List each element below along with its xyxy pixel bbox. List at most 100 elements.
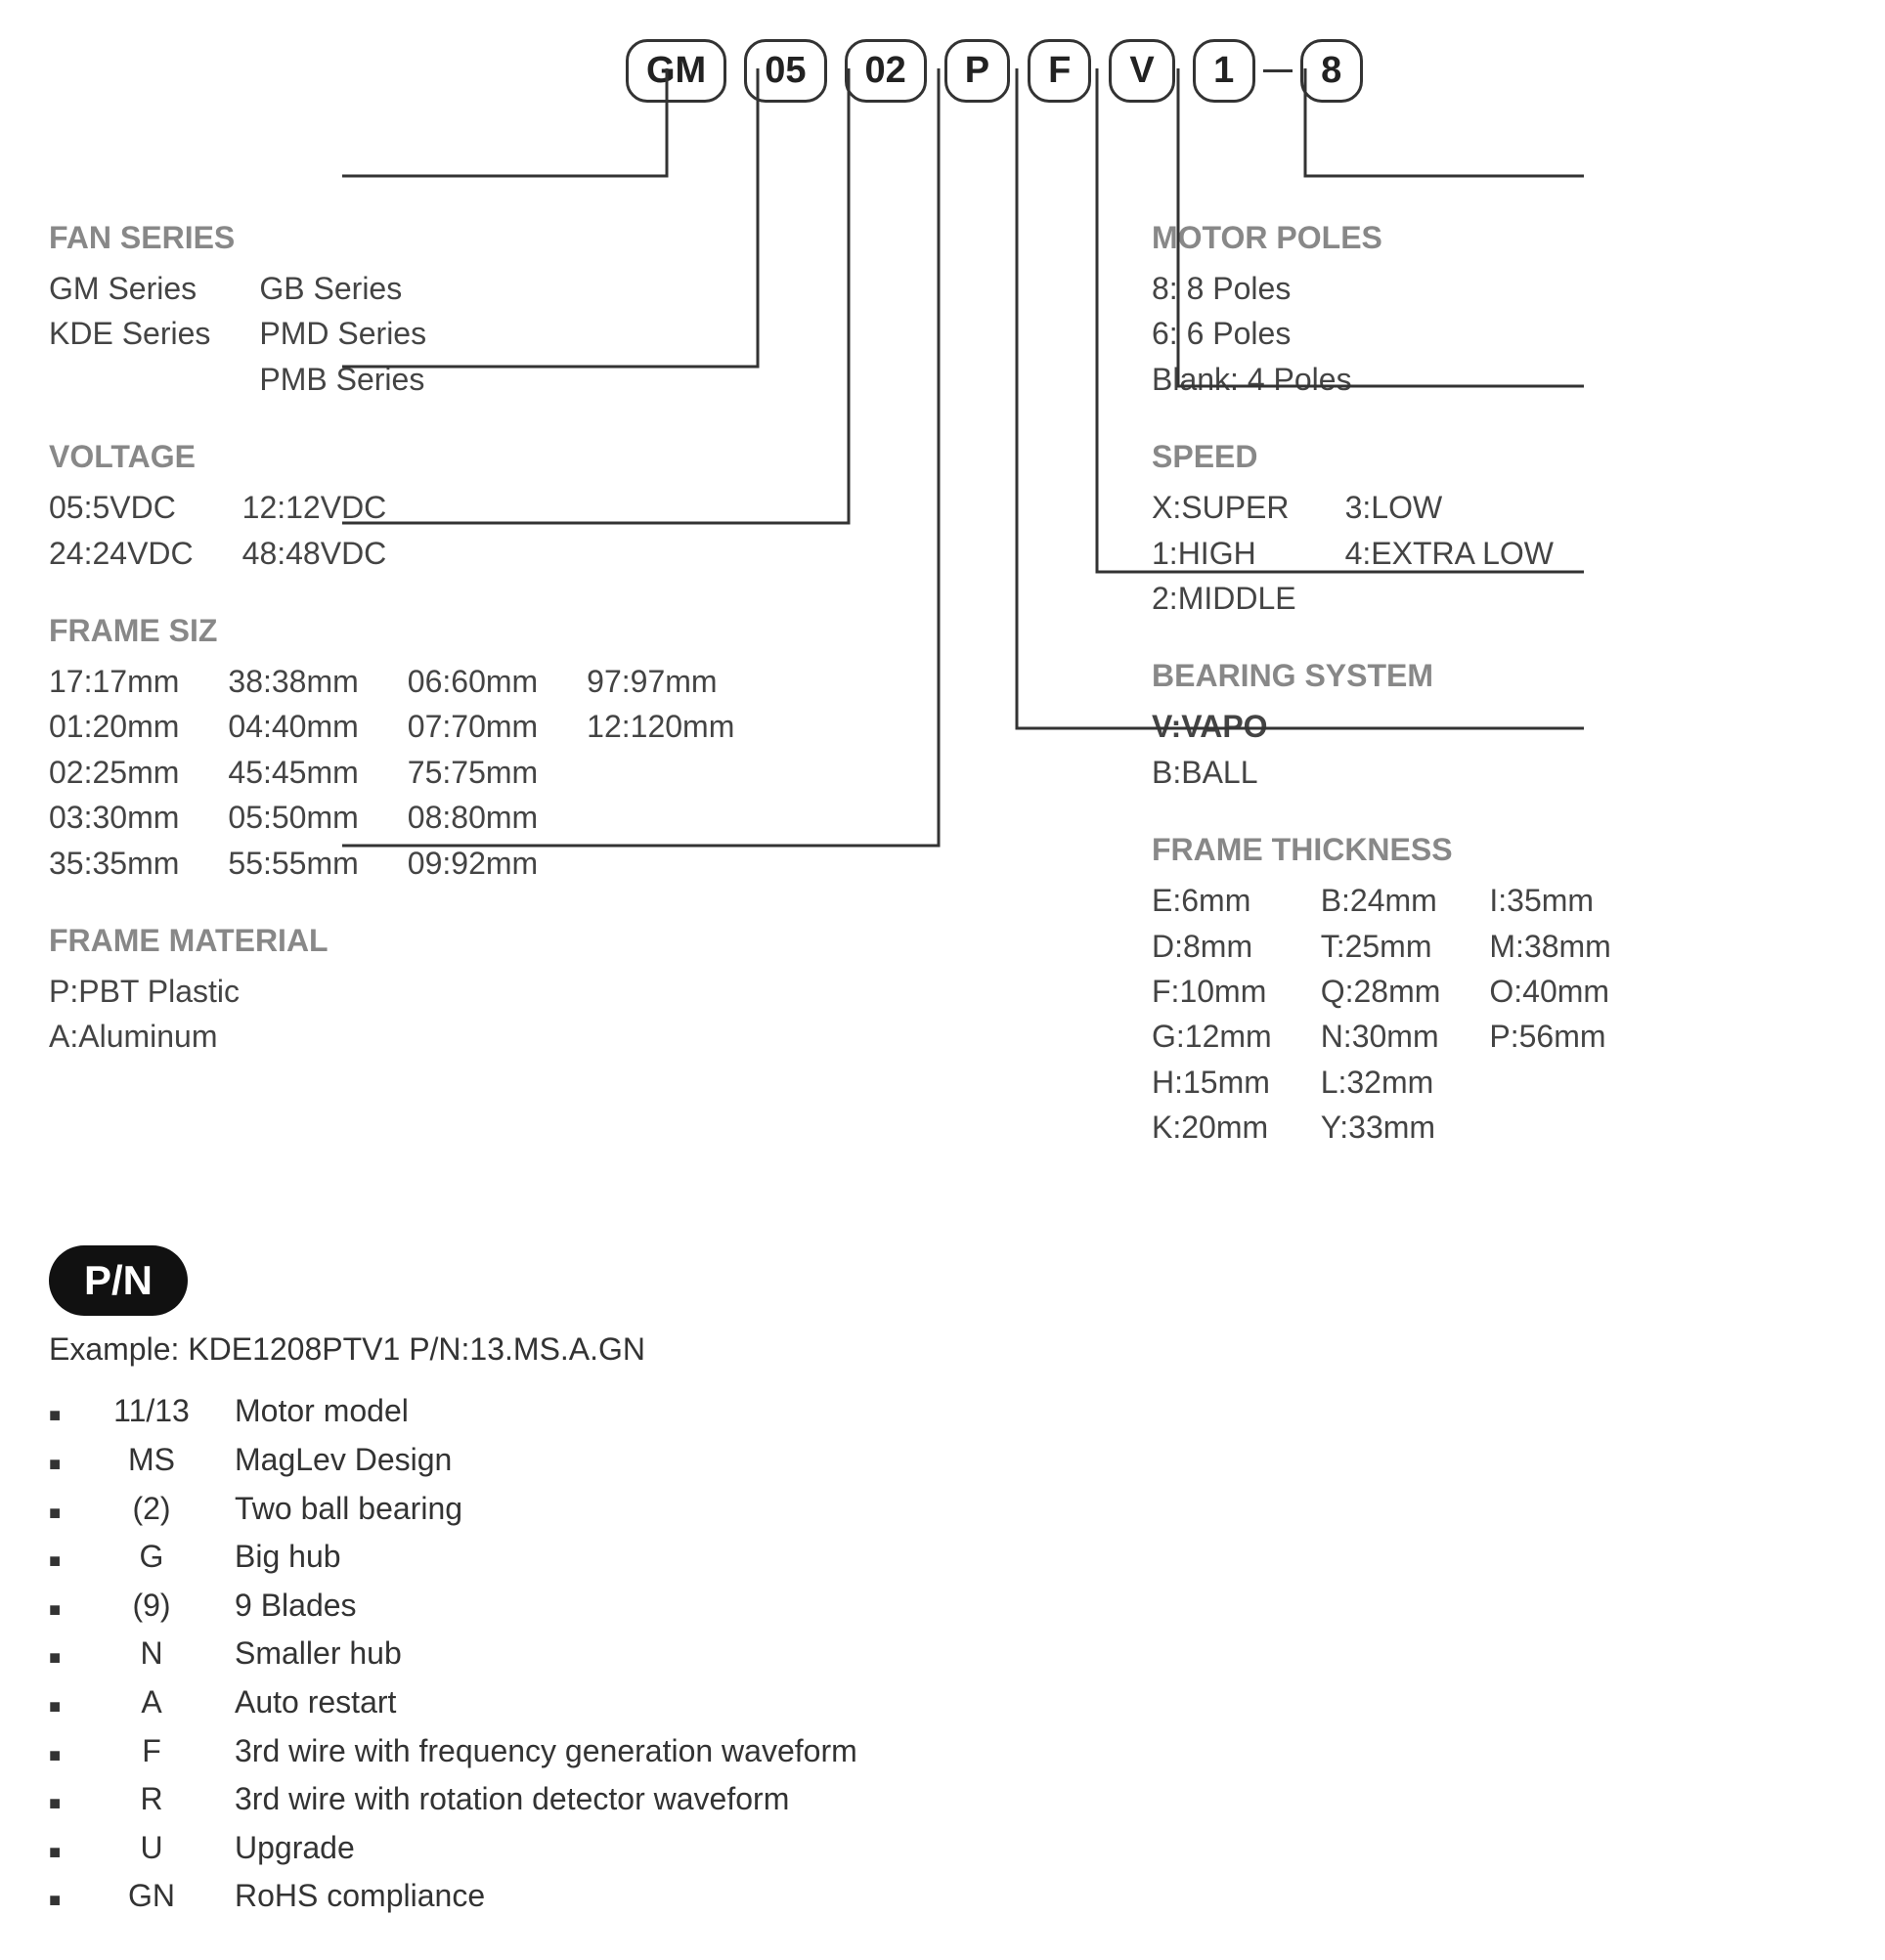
main-content: FAN SERIESGM SeriesKDE SeriesGB SeriesPM… [49,132,1836,1187]
section-column: V:VAPOB:BALL [1152,704,1268,795]
section-item: GB Series [259,266,426,311]
section-item: 06:60mm [408,659,538,704]
pn-desc: Two ball bearing [235,1485,1836,1534]
section-item: 4:EXTRA LOW [1345,531,1554,576]
pn-desc: Auto restart [235,1678,1836,1727]
section-speed: SPEED X:SUPER1:HIGH2:MIDDLE3:LOW4:EXTRA L… [1152,439,1836,621]
pn-bullet-icon: ■ [49,1692,98,1722]
section-item: 12:120mm [587,704,734,749]
section-item: 35:35mm [49,841,179,886]
section-items: P:PBT PlasticA:Aluminum [49,969,851,1060]
section-item: 03:30mm [49,795,179,840]
section-item: 05:5VDC [49,485,194,530]
code-connector [1263,69,1293,72]
section-motor-poles: MOTOR POLES 8: 8 Poles6: 6 PolesBlank: 4 … [1152,220,1836,402]
pn-code: (9) [98,1582,235,1631]
section-title: MOTOR POLES [1152,220,1836,256]
pn-desc: 3rd wire with frequency generation wavef… [235,1727,1836,1776]
section-title: VOLTAGE [49,439,851,475]
pn-row: ■UUpgrade [49,1824,1836,1873]
section-item: 75:75mm [408,750,538,795]
code-box-05: 05 [744,39,826,103]
section-item: 1:HIGH [1152,531,1296,576]
code-box-02: 02 [845,39,927,103]
pn-bullet-icon: ■ [49,1838,98,1868]
pn-row: ■(2)Two ball bearing [49,1485,1836,1534]
code-box-v: V [1109,39,1174,103]
section-items: 8: 8 Poles6: 6 PolesBlank: 4 Poles [1152,266,1836,402]
section-item: 48:48VDC [242,531,387,576]
section-item: 6: 6 Poles [1152,311,1352,356]
section-frame-material: FRAME MATERIAL P:PBT PlasticA:Aluminum [49,923,851,1060]
code-box-1: 1 [1193,39,1255,103]
pn-row: ■R3rd wire with rotation detector wavefo… [49,1775,1836,1824]
pn-bullet-icon: ■ [49,1741,98,1771]
section-item: B:BALL [1152,750,1268,795]
pn-desc: Upgrade [235,1824,1836,1873]
section-item: L:32mm [1321,1060,1441,1105]
section-item: 24:24VDC [49,531,194,576]
section-column: 97:97mm12:120mm [587,659,734,886]
section-column: B:24mmT:25mmQ:28mmN:30mmL:32mmY:33mm [1321,878,1441,1150]
pn-table: ■11/13Motor model■MSMagLev Design■(2)Two… [49,1387,1836,1921]
section-item: O:40mm [1489,969,1610,1014]
section-item: 07:70mm [408,704,538,749]
section-item: K:20mm [1152,1105,1272,1150]
section-items: 05:5VDC24:24VDC 12:12VDC48:48VDC [49,485,851,576]
section-items: V:VAPOB:BALL [1152,704,1836,795]
section-title: FRAME THICKNESS [1152,832,1836,868]
right-sections: MOTOR POLES 8: 8 Poles6: 6 PolesBlank: 4 … [1152,220,1836,1187]
pn-desc: Big hub [235,1533,1836,1582]
section-item: I:35mm [1489,878,1610,923]
section-item: 38:38mm [228,659,358,704]
section-item: P:PBT Plastic [49,969,240,1014]
pn-code: G [98,1533,235,1582]
section-voltage: VOLTAGE 05:5VDC24:24VDC 12:12VDC48:48VDC [49,439,851,576]
pn-example: Example: KDE1208PTV1 P/N:13.MS.A.GN [49,1331,1836,1368]
section-item: 12:12VDC [242,485,387,530]
pn-bullet-icon: ■ [49,1643,98,1674]
pn-bullet-icon: ■ [49,1450,98,1480]
section-fan-series: FAN SERIESGM SeriesKDE SeriesGB SeriesPM… [49,220,851,402]
pn-row: ■AAuto restart [49,1678,1836,1727]
section-item: 01:20mm [49,704,179,749]
pn-code: U [98,1824,235,1873]
section-column: I:35mmM:38mmO:40mmP:56mm [1489,878,1610,1150]
section-item: 3:LOW [1345,485,1554,530]
section-items: GM SeriesKDE SeriesGB SeriesPMD SeriesPM… [49,266,851,402]
section-item: T:25mm [1321,924,1441,969]
pn-code: 11/13 [98,1387,235,1436]
pn-row: ■11/13Motor model [49,1387,1836,1436]
code-box-8: 8 [1300,39,1363,103]
section-title: SPEED [1152,439,1836,475]
section-item: B:24mm [1321,878,1441,923]
section-item: PMB Series [259,357,426,402]
section-frame-thickness: FRAME THICKNESSE:6mmD:8mmF:10mmG:12mmH:1… [1152,832,1836,1150]
section-title: BEARING SYSTEM [1152,658,1836,694]
code-box-f: F [1028,39,1091,103]
pn-section: P/N Example: KDE1208PTV1 P/N:13.MS.A.GN … [49,1245,1836,1921]
section-item: 02:25mm [49,750,179,795]
section-frame-siz: FRAME SIZ17:17mm01:20mm02:25mm03:30mm35:… [49,613,851,886]
section-item: 09:92mm [408,841,538,886]
pn-row: ■NSmaller hub [49,1630,1836,1678]
section-item: N:30mm [1321,1014,1441,1059]
section-item: A:Aluminum [49,1014,240,1059]
pn-desc: Motor model [235,1387,1836,1436]
section-items: X:SUPER1:HIGH2:MIDDLE3:LOW4:EXTRA LOW [1152,485,1836,621]
section-items: 17:17mm01:20mm02:25mm03:30mm35:35mm 38:38… [49,659,851,886]
section-item: KDE Series [49,311,210,356]
section-bearing-system: BEARING SYSTEM V:VAPOB:BALL [1152,658,1836,795]
pn-code: R [98,1775,235,1824]
pn-badge: P/N [49,1245,188,1316]
section-item: H:15mm [1152,1060,1272,1105]
section-item: Y:33mm [1321,1105,1441,1150]
section-item: GM Series [49,266,210,311]
pn-bullet-icon: ■ [49,1595,98,1626]
left-sections: FAN SERIESGM SeriesKDE SeriesGB SeriesPM… [49,220,851,1187]
section-item: 17:17mm [49,659,179,704]
section-title: FRAME MATERIAL [49,923,851,959]
section-item: E:6mm [1152,878,1272,923]
pn-desc: 9 Blades [235,1582,1836,1631]
section-column: GM SeriesKDE Series [49,266,210,402]
